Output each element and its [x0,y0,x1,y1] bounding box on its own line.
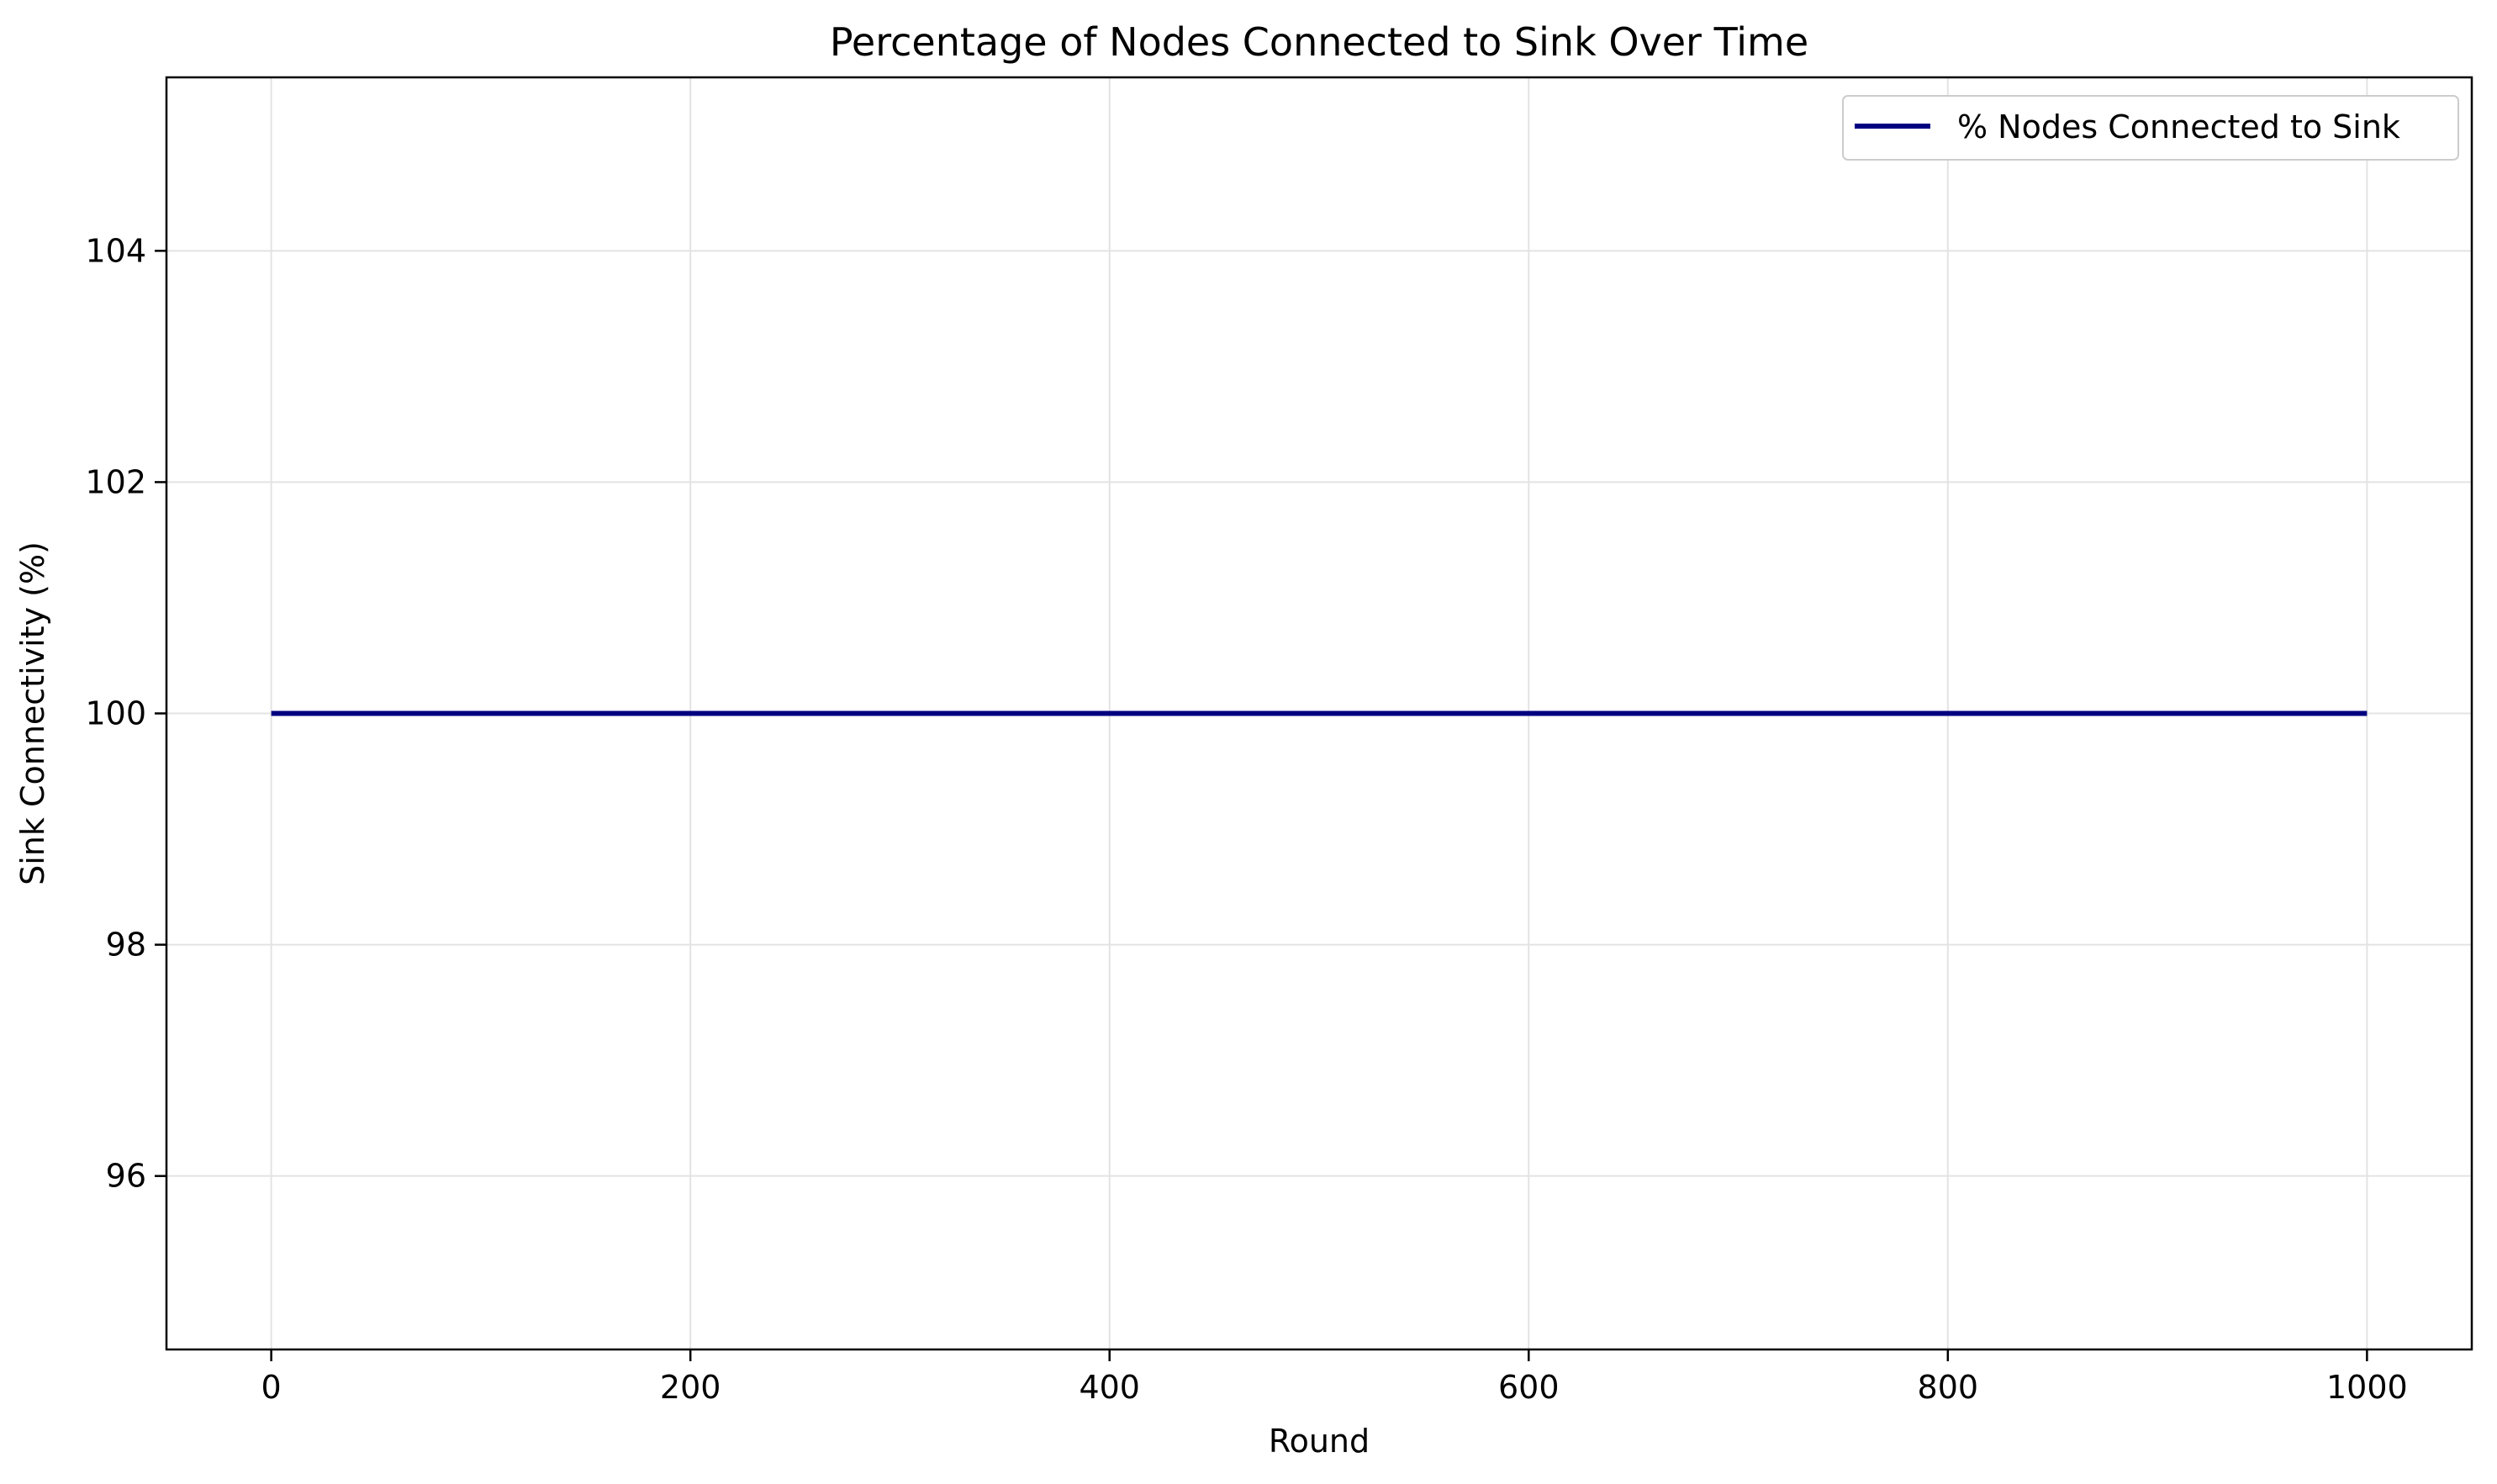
x-tick-label: 0 [261,1369,282,1406]
legend: % Nodes Connected to Sink [1842,95,2459,161]
y-tick-label: 96 [106,1158,146,1195]
y-tick-label: 102 [85,463,146,500]
y-tick-label: 100 [85,695,146,732]
x-axis-title: Round [1269,1423,1370,1460]
y-tick-label: 104 [85,232,146,269]
x-tick-label: 200 [660,1369,721,1406]
x-tick-label: 800 [1918,1369,1979,1406]
y-axis-title: Sink Connectivity (%) [14,541,51,885]
x-tick-label: 1000 [2326,1369,2408,1406]
ticks: 0 200 400 600 800 1000 96 98 100 102 104 [85,232,2407,1406]
legend-box [1842,95,2459,161]
legend-label: % Nodes Connected to Sink [1957,108,2400,145]
x-tick-label: 600 [1498,1369,1560,1406]
chart-title: Percentage of Nodes Connected to Sink Ov… [830,19,1808,65]
y-tick-label: 98 [106,927,146,964]
x-tick-label: 400 [1079,1369,1140,1406]
